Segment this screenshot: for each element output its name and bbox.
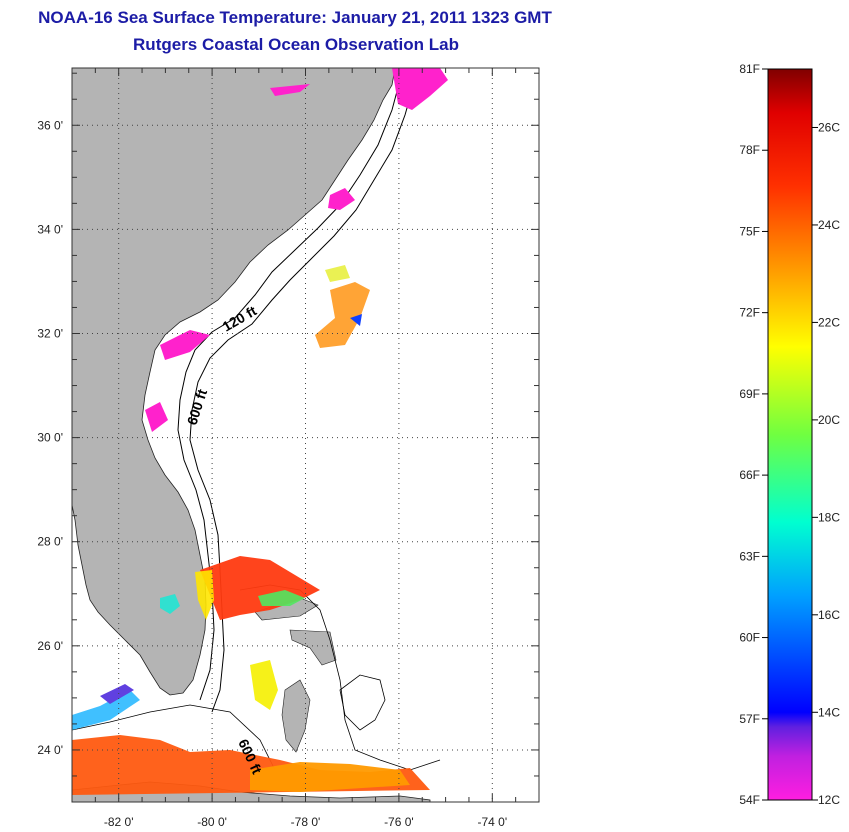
lon-tick-label: -76 0'	[384, 815, 414, 829]
lon-tick-label: -74 0'	[477, 815, 507, 829]
colorbar-c-label: 14C	[818, 705, 840, 719]
colorbar-f-label: 69F	[739, 387, 760, 401]
sst-patch-blue	[350, 314, 362, 326]
us-land	[72, 68, 396, 696]
colorbar-c-label: 12C	[818, 793, 840, 807]
lat-tick-label: 30 0'	[37, 431, 63, 445]
lat-tick-label: 34 0'	[37, 222, 63, 236]
colorbar-f-label: 57F	[739, 712, 760, 726]
sst-colorbar	[767, 68, 813, 801]
lon-tick-label: -80 0'	[197, 815, 227, 829]
colorbar-c-label: 24C	[818, 218, 840, 232]
lon-tick-label: -78 0'	[291, 815, 321, 829]
colorbar-c-label: 18C	[818, 510, 840, 524]
sst-patch-cold	[145, 402, 168, 432]
colorbar-f-label: 54F	[739, 793, 760, 807]
sst-patch-yellow	[325, 265, 350, 282]
sst-patch-keys	[72, 690, 140, 730]
sst-patch-purple	[100, 684, 134, 704]
colorbar-f-label: 81F	[739, 62, 760, 76]
lat-tick-label: 32 0'	[37, 326, 63, 340]
sst-patch-warm	[200, 556, 320, 620]
contour-keys	[72, 704, 276, 771]
lat-tick-label: 24 0'	[37, 743, 63, 757]
bahamas-island	[289, 629, 337, 666]
colorbar-f-label: 72F	[739, 306, 760, 320]
colorbar-f-label: 66F	[739, 468, 760, 482]
sst-patch-green	[258, 590, 305, 606]
lon-tick-label: -82 0'	[104, 815, 134, 829]
map-subtitle: Rutgers Coastal Ocean Observation Lab	[133, 35, 459, 54]
colorbar-f-label: 63F	[739, 549, 760, 563]
sst-patch-yellow	[195, 570, 214, 620]
colorbar-f-label: 60F	[739, 631, 760, 645]
colorbar-c-label: 22C	[818, 315, 840, 329]
sst-patch-cold	[160, 330, 210, 360]
colorbar-f-label: 75F	[739, 224, 760, 238]
sst-patch-orange	[315, 282, 370, 348]
colorbar-f-label: 78F	[739, 143, 760, 157]
lat-tick-label: 36 0'	[37, 118, 63, 132]
sst-patch-cyan	[160, 594, 180, 614]
sst-patch-cold	[328, 188, 355, 210]
lat-tick-label: 26 0'	[37, 639, 63, 653]
contour-bahamas	[339, 674, 386, 731]
colorbar-c-label: 16C	[818, 608, 840, 622]
andros-island	[281, 679, 311, 753]
colorbar-c-label: 20C	[818, 413, 840, 427]
lat-tick-label: 28 0'	[37, 535, 63, 549]
map-title: NOAA-16 Sea Surface Temperature: January…	[38, 8, 552, 27]
sst-patch-cold	[270, 84, 310, 96]
sst-patch-yellow	[250, 660, 278, 710]
sst-patch-orange	[250, 762, 410, 792]
colorbar-c-label: 26C	[818, 120, 840, 134]
sst-patch-cold	[392, 68, 448, 110]
